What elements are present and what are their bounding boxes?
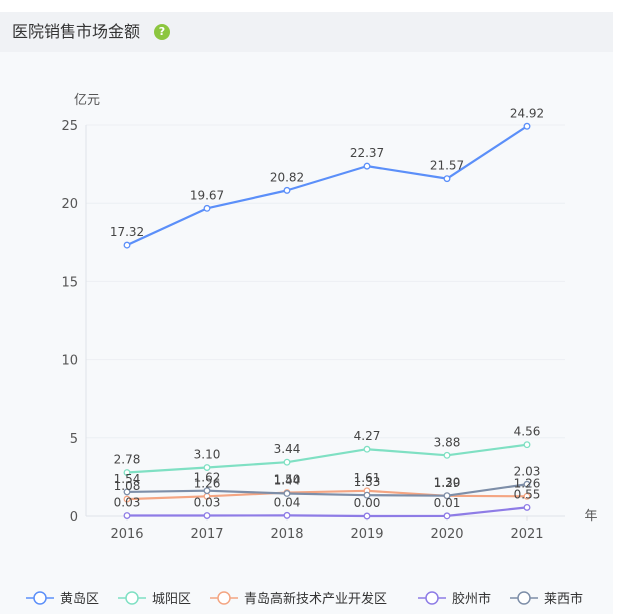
data-point[interactable] [443, 492, 451, 500]
data-label: 4.27 [354, 429, 381, 443]
data-label: 24.92 [510, 106, 544, 120]
legend-marker[interactable] [33, 591, 47, 605]
y-tick-label: 25 [61, 119, 78, 134]
data-point[interactable] [283, 458, 291, 466]
y-tick-label: 10 [61, 354, 78, 369]
x-tick-label: 2020 [430, 527, 463, 542]
data-label: 1.54 [114, 472, 141, 486]
data-label: 1.26 [514, 476, 541, 490]
data-point[interactable] [123, 469, 131, 476]
legend-marker[interactable] [425, 591, 439, 605]
x-tick-label: 2016 [110, 527, 143, 542]
series-line[interactable] [126, 483, 528, 497]
series-line[interactable] [126, 443, 528, 474]
legend-marker[interactable] [125, 591, 139, 605]
data-point[interactable] [203, 204, 211, 212]
series-line[interactable] [126, 125, 528, 247]
data-point[interactable] [363, 445, 371, 453]
data-label: 1.26 [194, 476, 221, 490]
data-point[interactable] [523, 441, 531, 449]
data-point[interactable] [203, 464, 211, 471]
data-point[interactable] [363, 162, 371, 170]
x-tick-label: 2019 [350, 527, 383, 542]
legend-label: 城阳区 [152, 592, 191, 607]
data-label: 21.57 [430, 159, 464, 173]
x-tick-label: 2017 [190, 527, 223, 542]
data-label: 1.61 [354, 471, 381, 485]
data-label: 1.62 [194, 471, 221, 485]
data-point[interactable] [523, 503, 531, 511]
data-label: 22.37 [350, 146, 384, 160]
y-tick-label: 5 [70, 432, 78, 447]
y-tick-label: 20 [61, 197, 78, 212]
legend-marker[interactable] [217, 591, 231, 605]
legend-marker[interactable] [517, 591, 531, 605]
legend-label: 黄岛区 [60, 591, 99, 607]
data-label: 3.88 [434, 435, 461, 449]
y-tick-label: 0 [70, 510, 78, 525]
data-label: 0.03 [194, 496, 221, 510]
data-point[interactable] [203, 487, 211, 495]
data-label: 2.03 [514, 464, 541, 478]
legend-label: 胶州市 [452, 591, 491, 607]
help-icon[interactable]: ? [154, 24, 170, 40]
data-label: 1.44 [274, 473, 301, 487]
y-axis-label: 亿元 [74, 93, 100, 108]
data-label: 20.82 [270, 170, 304, 184]
data-label: 3.44 [274, 442, 301, 456]
data-point[interactable] [363, 491, 371, 499]
data-point[interactable] [123, 495, 131, 503]
data-point[interactable] [203, 512, 211, 519]
data-point[interactable] [523, 492, 531, 500]
page-title: 医院销售市场金额 [12, 22, 141, 41]
data-label: 0.04 [274, 495, 301, 509]
x-tick-label: 2021 [510, 527, 543, 542]
x-tick-label: 2018 [270, 527, 303, 542]
y-tick-label: 15 [61, 275, 78, 290]
data-label: 0.01 [434, 496, 461, 510]
data-point[interactable] [123, 241, 131, 249]
series-line[interactable] [127, 506, 528, 518]
data-label: 19.67 [190, 188, 224, 202]
data-label: 1.29 [434, 476, 461, 490]
data-point[interactable] [523, 122, 531, 130]
data-point[interactable] [283, 186, 291, 194]
legend-label: 莱西市 [544, 591, 583, 607]
data-label: 0.00 [354, 496, 381, 510]
x-axis-label: 年 [584, 509, 597, 524]
chart-panel: 医院销售市场金额 ? [0, 12, 613, 614]
data-label: 2.78 [114, 453, 141, 467]
data-label: 17.32 [110, 225, 144, 239]
data-label: 0.55 [514, 487, 541, 501]
data-point[interactable] [363, 512, 371, 520]
data-label: 4.56 [514, 425, 541, 439]
data-label: 1.30 [434, 476, 461, 490]
data-point[interactable] [123, 512, 131, 519]
legend-label: 青岛高新技术产业开发区 [244, 591, 387, 607]
data-point[interactable] [283, 511, 291, 519]
data-point[interactable] [123, 488, 131, 496]
data-point[interactable] [283, 490, 291, 497]
data-point[interactable] [443, 512, 451, 520]
data-label: 1.50 [274, 473, 301, 487]
data-label: 3.10 [194, 448, 221, 462]
data-point[interactable] [443, 451, 451, 459]
data-point[interactable] [443, 175, 451, 183]
data-label: 1.08 [114, 479, 141, 493]
data-label: 0.03 [114, 496, 141, 510]
panel-header: 医院销售市场金额 ? [0, 12, 613, 52]
data-label: 1.33 [354, 475, 381, 489]
series-line[interactable] [126, 489, 528, 501]
data-point[interactable] [523, 480, 531, 488]
